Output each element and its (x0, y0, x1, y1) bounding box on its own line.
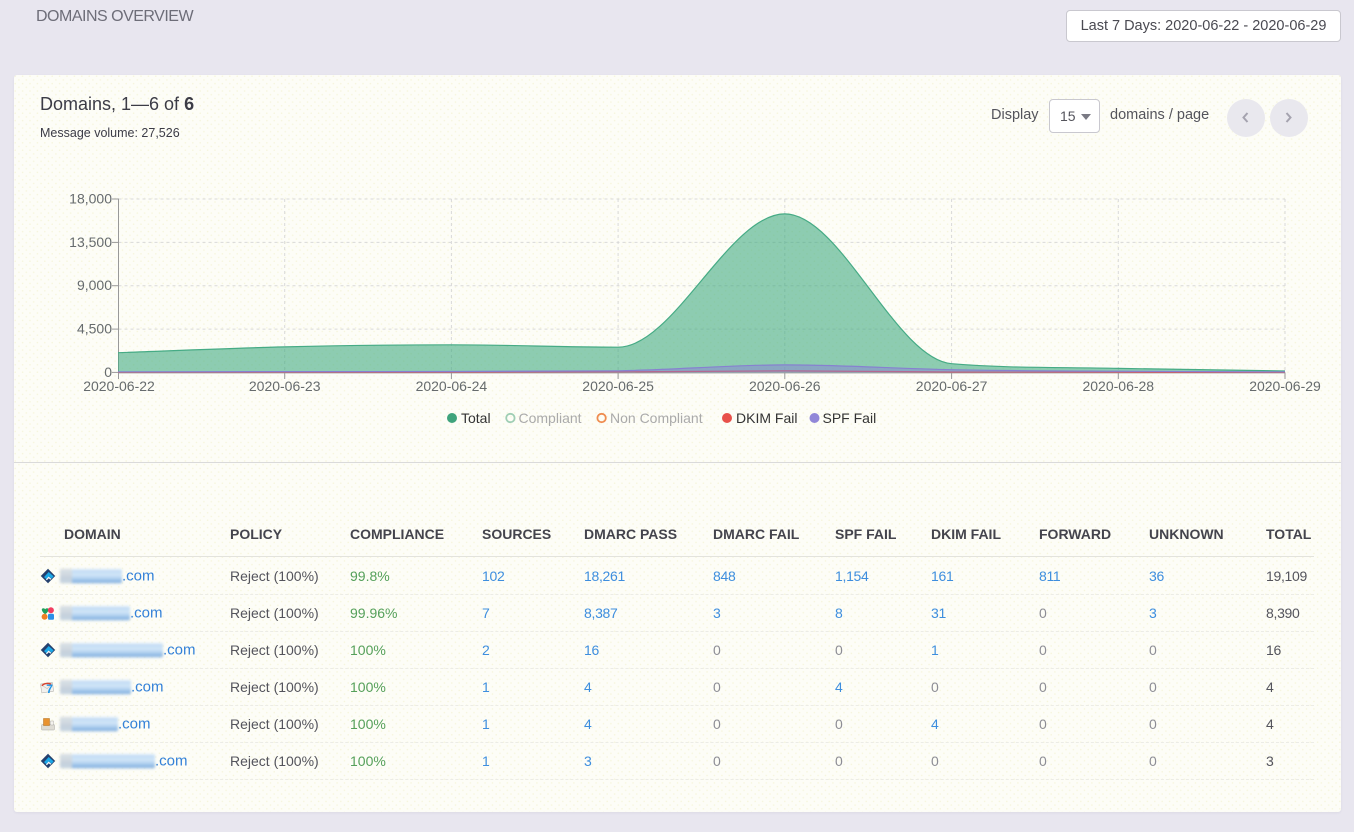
svg-text:0: 0 (104, 364, 112, 380)
svg-text:Compliant: Compliant (519, 410, 582, 426)
svg-text:2020-06-24: 2020-06-24 (416, 378, 488, 394)
svg-text:2020-06-23: 2020-06-23 (249, 378, 321, 394)
svg-text:2020-06-29: 2020-06-29 (1249, 378, 1321, 394)
svg-text:2020-06-27: 2020-06-27 (916, 378, 988, 394)
svg-text:Total: Total (461, 410, 491, 426)
svg-text:2020-06-28: 2020-06-28 (1082, 378, 1154, 394)
svg-text:2020-06-22: 2020-06-22 (83, 378, 155, 394)
svg-text:18,000: 18,000 (69, 191, 112, 207)
svg-text:9,000: 9,000 (77, 277, 112, 293)
svg-text:DKIM Fail: DKIM Fail (736, 410, 797, 426)
svg-text:13,500: 13,500 (69, 234, 112, 250)
svg-text:2020-06-25: 2020-06-25 (582, 378, 654, 394)
svg-text:7: 7 (46, 682, 53, 695)
svg-text:4,500: 4,500 (77, 321, 112, 337)
svg-text:Non Compliant: Non Compliant (610, 410, 703, 426)
svg-text:SPF Fail: SPF Fail (823, 410, 877, 426)
svg-text:2020-06-26: 2020-06-26 (749, 378, 821, 394)
